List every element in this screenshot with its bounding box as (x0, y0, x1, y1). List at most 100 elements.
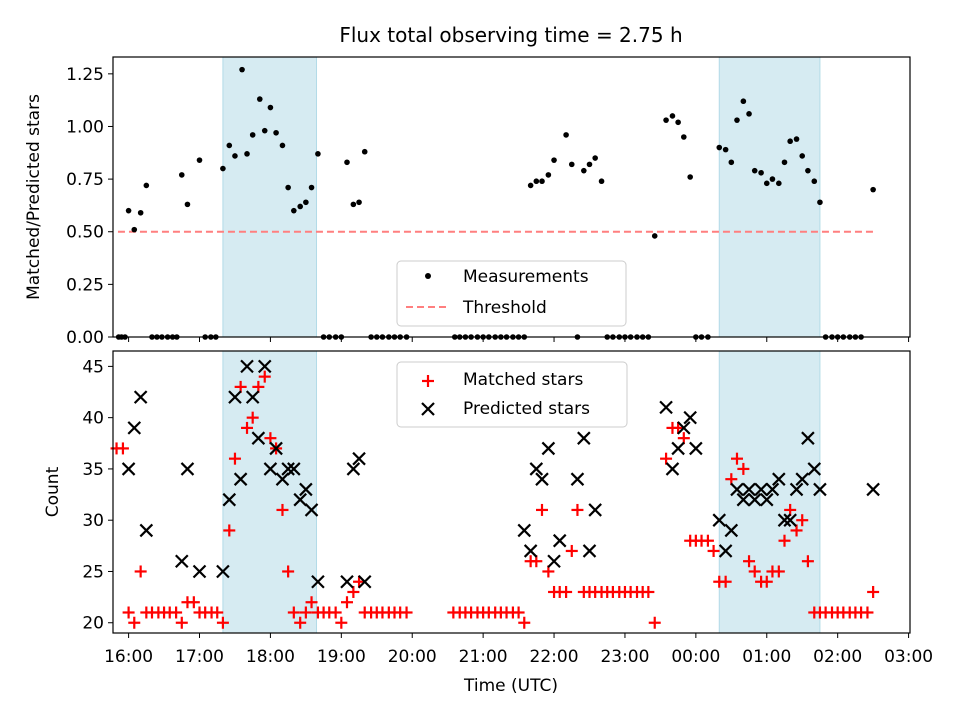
matched-star-point (672, 421, 685, 434)
predicted-star-point (772, 472, 786, 486)
predicted-star-point (263, 462, 278, 476)
matched-star-point (216, 616, 229, 629)
measurement-point (811, 178, 818, 185)
measurement-point (763, 180, 770, 187)
matched-star-point (535, 503, 548, 516)
x-tick-label: 17:00 (175, 647, 224, 667)
predicted-star-point (222, 492, 237, 507)
measurement-point (244, 151, 250, 157)
matched-star-point (347, 585, 360, 598)
bottom-y-tick-label: 40 (82, 409, 104, 429)
matched-star-point (660, 452, 673, 465)
matched-star-point (707, 544, 720, 557)
bottom-y-tick-label: 30 (82, 511, 104, 531)
measurement-point (239, 66, 245, 73)
predicted-star-point (127, 421, 142, 435)
predicted-star-point (287, 462, 301, 476)
predicted-star-point (730, 482, 744, 497)
matched-star-point (276, 503, 289, 516)
x-tick-label: 21:00 (459, 647, 508, 667)
matched-star-point (801, 555, 814, 568)
predicted-star-point (233, 472, 248, 486)
matched-star-point (861, 606, 874, 619)
predicted-star-point (552, 533, 567, 548)
measurement-point (551, 157, 557, 163)
predicted-star-point (240, 359, 254, 374)
predicted-star-point (577, 431, 591, 445)
bottom-y-ticks: 20 25 30 35 40 45 (82, 357, 113, 634)
measurement-point (356, 199, 362, 206)
shaded-region-1 (222, 56, 318, 338)
matched-star-point (642, 585, 655, 598)
predicted-star-point (866, 482, 880, 497)
matched-star-point (760, 575, 773, 588)
bottom-y-axis-label: Count (43, 466, 63, 517)
matched-star-point (175, 616, 188, 629)
matched-star-point (565, 544, 578, 557)
measurement-point (261, 127, 268, 134)
x-tick-label: 03:00 (884, 647, 933, 667)
measurement-point (675, 119, 681, 126)
predicted-star-point (346, 462, 361, 476)
predicted-star-point (216, 564, 230, 579)
x-tick-label: 18:00 (246, 647, 295, 667)
matched-star-point (128, 616, 141, 629)
measurement-point (545, 172, 552, 178)
top-legend-box (396, 260, 627, 327)
measurement-point (131, 226, 138, 233)
predicted-star-point (759, 492, 774, 507)
top-plot-frame (112, 56, 911, 338)
matched-star-point (294, 616, 307, 629)
matched-star-point (134, 565, 147, 578)
bottom-y-tick-label: 35 (82, 460, 104, 480)
matched-star-point (790, 524, 803, 537)
top-y-ticks: 0.00 0.25 0.50 0.75 1.00 1.25 (66, 65, 113, 348)
measurement-point (734, 117, 740, 123)
predicted-star-point (357, 574, 372, 589)
matched-star-point (335, 616, 348, 629)
bottom-plot-frame (112, 350, 911, 634)
x-tick-label: 02:00 (813, 647, 862, 667)
measurement-point (137, 209, 144, 216)
chart-title: Flux total observing time = 2.75 h (339, 23, 682, 47)
predicted-star-point (807, 462, 822, 476)
predicted-star-point (813, 482, 827, 497)
predicted-star-point (281, 462, 295, 476)
matched-star-point (796, 514, 809, 527)
measurement-point (249, 132, 256, 138)
measurement-point (681, 134, 687, 140)
top-y-tick-label: 1.00 (66, 117, 104, 137)
x-tick-label: 19:00 (317, 647, 366, 667)
measurement-point (746, 111, 752, 117)
matched-star-point (258, 370, 271, 383)
measurement-point (273, 129, 279, 136)
predicted-star-point (175, 554, 189, 568)
predicted-star-point (245, 390, 260, 404)
predicted-star-point (789, 482, 804, 497)
measurement-point (361, 148, 368, 155)
legend-matched-label: Matched stars (463, 370, 583, 390)
matched-star-point (719, 575, 732, 588)
bottom-y-tick-label: 45 (82, 357, 104, 377)
predicted-star-point (547, 554, 561, 568)
predicted-star-point (724, 523, 739, 538)
top-panel: 0.00 0.25 0.50 0.75 1.00 1.25 Matched/Predict… (24, 56, 911, 348)
predicted-star-point (570, 472, 585, 486)
measurement-point (687, 174, 693, 180)
matched-star-point (241, 421, 254, 434)
matched-star-point (329, 606, 342, 619)
predicted-star-point (677, 421, 691, 435)
predicted-star-point (251, 431, 266, 445)
matched-star-point (299, 606, 312, 619)
measurement-point (184, 201, 191, 208)
predicted-star-point (582, 544, 597, 558)
predicted-star-point (257, 359, 272, 374)
measurement-point (799, 153, 806, 159)
bottom-x-ticks: 16:00 17:00 18:00 19:00 20:00 21:00 22:00 23:00… (104, 633, 933, 667)
matched-star-point (743, 555, 756, 568)
predicted-star-point (665, 462, 680, 476)
matched-star-point (228, 452, 241, 465)
top-y-tick-label: 0.75 (66, 170, 104, 190)
predicted-star-point (754, 482, 768, 497)
